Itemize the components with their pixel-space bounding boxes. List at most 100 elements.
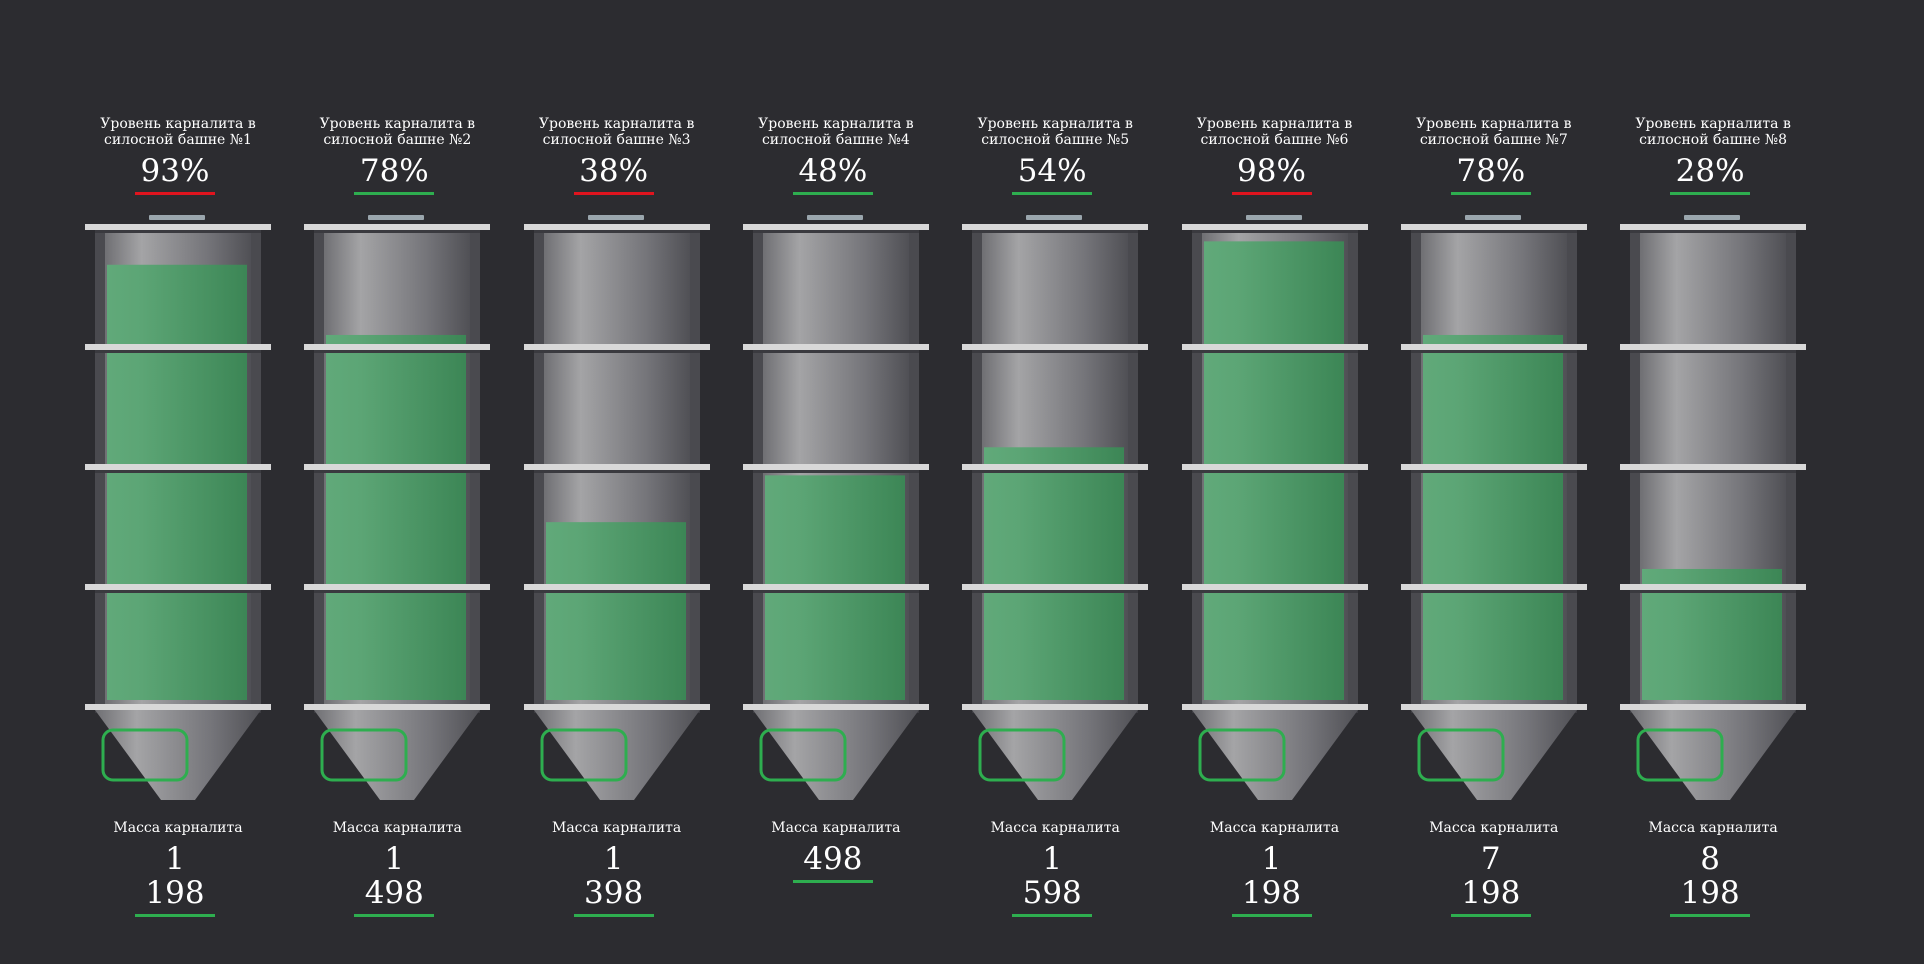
- mass-sensor-frame: [320, 728, 408, 782]
- silo-hopper-cone: [314, 710, 481, 800]
- mass-status-underline: [354, 914, 435, 917]
- silo-top-cap: [1684, 215, 1741, 220]
- mass-sensor-frame: [101, 728, 189, 782]
- silo-ring: [742, 584, 929, 590]
- silo-ring: [85, 224, 271, 230]
- silo-ring: [304, 584, 491, 590]
- silo-ring: [1181, 704, 1368, 710]
- silo-top-cap: [368, 215, 425, 220]
- level-value[interactable]: 38%: [573, 154, 654, 195]
- silo-ring: [1181, 584, 1368, 590]
- silo-ring: [962, 704, 1149, 710]
- silo-ring: [742, 704, 929, 710]
- silo-ring: [962, 464, 1149, 470]
- silo-top-cap: [806, 215, 863, 220]
- mass-status-underline: [1012, 914, 1093, 917]
- silo-6: Уровень карналита в силосной башне №6 98%…: [1181, 0, 1368, 964]
- silo-ring: [1181, 464, 1368, 470]
- mass-value-text: 1 398: [584, 841, 644, 911]
- silo-caption: Уровень карналита в силосной башне №7: [1416, 116, 1572, 148]
- level-value[interactable]: 98%: [1231, 153, 1312, 195]
- silo-4: Уровень карналита в силосной башне №4 48%…: [742, 0, 929, 964]
- level-value[interactable]: 54%: [1012, 154, 1093, 195]
- silo-ring: [523, 224, 710, 230]
- silo-hopper-cone: [1630, 710, 1797, 800]
- level-value-text: 98%: [1237, 153, 1306, 189]
- level-status-underline: [1231, 192, 1312, 195]
- level-status-underline: [1012, 192, 1093, 195]
- silo-hopper-cone: [972, 710, 1139, 800]
- level-value[interactable]: 78%: [1450, 153, 1531, 195]
- level-status-underline: [1670, 192, 1751, 195]
- silo-ring: [523, 704, 710, 710]
- mass-sensor-frame: [759, 728, 847, 782]
- mass-label: Масса карналита: [113, 820, 243, 836]
- mass-value[interactable]: 1 198: [1231, 842, 1312, 917]
- mass-value[interactable]: 8 198: [1670, 841, 1751, 917]
- silo-1: Уровень карналита в силосной башне №1 93%…: [85, 0, 271, 964]
- mass-sensor-frame: [978, 728, 1066, 782]
- silo-2: Уровень карналита в силосной башне №2 78%…: [304, 0, 491, 964]
- mass-status-underline: [792, 880, 873, 883]
- silo-caption: Уровень карналита в силосной башне №1: [100, 116, 256, 148]
- silo-ring: [85, 464, 271, 470]
- mass-value[interactable]: 1 198: [135, 842, 215, 917]
- level-value-text: 78%: [1456, 153, 1526, 189]
- mass-value[interactable]: 7 198: [1450, 842, 1531, 917]
- silo-top-cap: [1026, 215, 1083, 220]
- silo-ring: [85, 344, 271, 350]
- mass-value-text: 8 198: [1680, 841, 1740, 911]
- silo-ring: [85, 704, 271, 710]
- silo-hopper-cone: [1191, 710, 1358, 800]
- silo-ring: [1181, 224, 1368, 230]
- silo-hopper-cone: [95, 710, 261, 800]
- silo-ring: [742, 344, 929, 350]
- silo-ring: [962, 224, 1149, 230]
- silo-3: Уровень карналита в силосной башне №3 38%…: [523, 0, 710, 964]
- silo-ring: [1620, 464, 1807, 470]
- level-value[interactable]: 28%: [1670, 153, 1751, 195]
- silo-ring: [85, 584, 271, 590]
- silo-ring: [1400, 464, 1587, 470]
- silo-ring: [1400, 224, 1587, 230]
- level-status-underline: [354, 192, 435, 195]
- mass-sensor-frame: [540, 728, 628, 782]
- silo-ring: [1620, 584, 1807, 590]
- level-value-text: 28%: [1675, 153, 1745, 189]
- mass-value[interactable]: 1 498: [354, 842, 435, 917]
- silo-tank: [1400, 215, 1587, 800]
- level-value-text: 93%: [140, 153, 210, 189]
- level-status-underline: [792, 192, 873, 195]
- silo-tank: [962, 215, 1149, 800]
- fill-level-bar: [545, 522, 686, 700]
- silo-ring: [1620, 344, 1807, 350]
- silo-ring: [1620, 224, 1807, 230]
- mass-value-text: 1 598: [1022, 841, 1082, 911]
- fill-level-bar: [107, 264, 247, 700]
- fill-level-bar: [984, 447, 1125, 700]
- silo-ring: [1400, 344, 1587, 350]
- silo-ring: [742, 464, 929, 470]
- level-value[interactable]: 93%: [135, 153, 215, 195]
- silo-ring: [742, 224, 929, 230]
- level-value[interactable]: 78%: [354, 154, 435, 195]
- mass-status-underline: [573, 914, 654, 917]
- mass-value[interactable]: 1 598: [1012, 841, 1093, 917]
- level-value-text: 48%: [798, 153, 868, 189]
- mass-label: Масса карналита: [990, 820, 1120, 836]
- mass-label: Масса карналита: [1209, 820, 1340, 836]
- silo-hopper-cone: [1410, 710, 1577, 800]
- silo-top-cap: [1464, 215, 1521, 220]
- mass-value[interactable]: 498: [792, 842, 873, 883]
- silo-tank: [85, 215, 271, 800]
- silo-ring: [304, 464, 491, 470]
- mass-status-underline: [135, 914, 215, 917]
- level-status-underline: [1450, 192, 1531, 195]
- silo-ring: [304, 224, 491, 230]
- mass-status-underline: [1450, 914, 1531, 917]
- level-status-underline: [135, 192, 215, 195]
- level-value[interactable]: 48%: [792, 153, 873, 195]
- silo-ring: [523, 344, 710, 350]
- mass-value[interactable]: 1 398: [573, 841, 654, 917]
- silo-caption: Уровень карналита в силосной башне №2: [319, 116, 476, 148]
